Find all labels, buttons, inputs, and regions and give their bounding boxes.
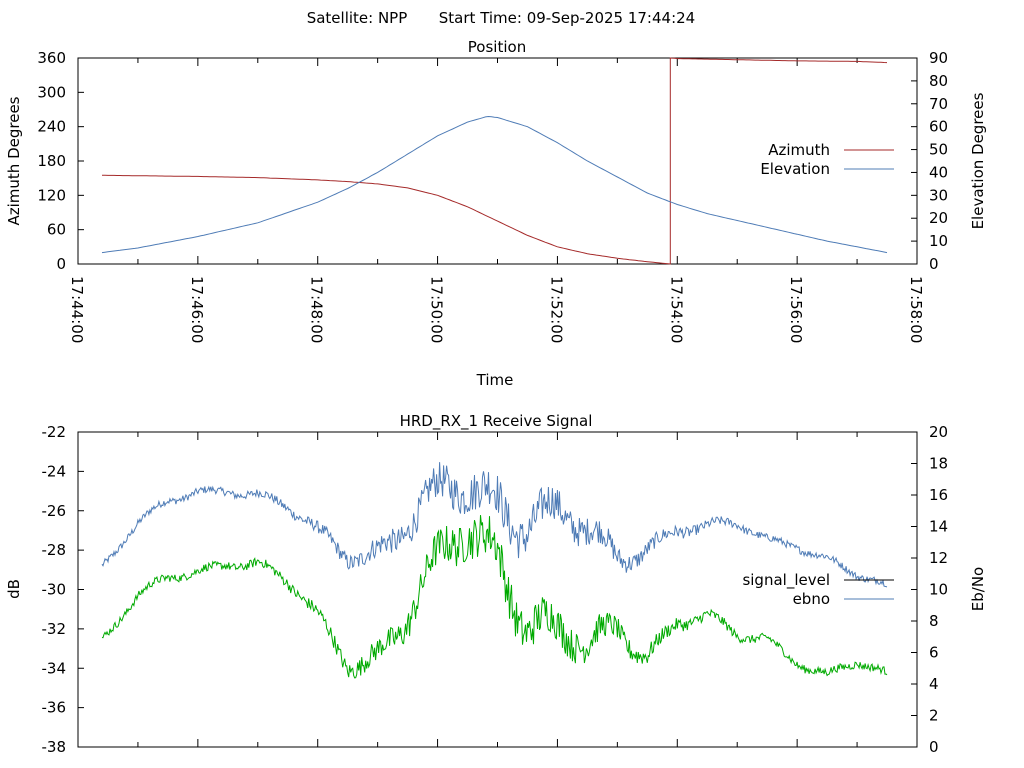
y2-tick-label: 90 <box>929 49 948 67</box>
y2-tick-label: 4 <box>929 675 939 693</box>
y2-tick-label: 10 <box>929 232 948 250</box>
y-tick-label: 180 <box>37 152 66 170</box>
y-tick-label: -32 <box>42 620 67 638</box>
signal-ylabel: dB <box>5 579 23 599</box>
y2-tick-label: 2 <box>929 707 939 725</box>
y2-tick-label: 8 <box>929 612 939 630</box>
series-line-ebno <box>101 462 888 588</box>
y2-tick-label: 30 <box>929 186 948 204</box>
y2-tick-label: 20 <box>929 423 948 441</box>
position-title: Position <box>468 38 526 56</box>
x-tick-label: 17:50:00 <box>428 276 446 343</box>
position-chart: Position Time Azimuth Degrees Elevation … <box>5 38 987 389</box>
legend-label: Azimuth <box>768 141 830 159</box>
series-line-trace-2 <box>101 515 888 679</box>
y2-tick-label: 80 <box>929 72 948 90</box>
y2-tick-label: 0 <box>929 738 939 756</box>
x-tick-label: 17:52:00 <box>547 276 565 343</box>
position-y2label: Elevation Degrees <box>969 92 987 229</box>
y2-tick-label: 70 <box>929 95 948 113</box>
y-tick-label: 240 <box>37 118 66 136</box>
receive-signal-chart: HRD_RX_1 Receive Signal dB Eb/No -38 -36 -… <box>5 412 987 756</box>
x-tick-label: 17:58:00 <box>907 276 925 343</box>
satellite-label: Satellite: NPP <box>307 9 408 27</box>
legend-label: ebno <box>793 590 830 608</box>
legend-label: Elevation <box>760 160 830 178</box>
series-line-azimuth <box>102 57 888 265</box>
y-tick-label: -26 <box>42 502 67 520</box>
x-tick-label: 17:56:00 <box>787 276 805 343</box>
y2-tick-label: 6 <box>929 644 939 662</box>
position-xlabel: Time <box>476 371 514 389</box>
y-tick-label: -28 <box>42 541 67 559</box>
y-tick-label: -34 <box>42 659 67 677</box>
y2-tick-label: 40 <box>929 163 948 181</box>
x-tick-label: 17:48:00 <box>308 276 326 343</box>
y2-tick-label: 60 <box>929 118 948 136</box>
y-tick-label: -24 <box>42 462 67 480</box>
y-tick-label: -30 <box>42 581 67 599</box>
y-tick-label: 120 <box>37 186 66 204</box>
series-line-elevation <box>101 115 888 254</box>
y2-tick-label: 20 <box>929 209 948 227</box>
x-tick-label: 17:44:00 <box>68 276 86 343</box>
start-time-label: Start Time: 09-Sep-2025 17:44:24 <box>439 9 695 27</box>
signal-y2label: Eb/No <box>969 567 987 611</box>
y2-tick-label: 10 <box>929 581 948 599</box>
y-tick-label: -36 <box>42 699 67 717</box>
y2-tick-label: 18 <box>929 455 948 473</box>
y-tick-label: -22 <box>42 423 67 441</box>
x-tick-label: 17:46:00 <box>188 276 206 343</box>
y-tick-label: 360 <box>37 49 66 67</box>
y2-tick-label: 14 <box>929 518 948 536</box>
y2-tick-label: 50 <box>929 141 948 159</box>
x-tick-label: 17:54:00 <box>667 276 685 343</box>
y2-tick-label: 16 <box>929 486 948 504</box>
y-tick-label: 60 <box>47 221 66 239</box>
y-tick-label: 300 <box>37 83 66 101</box>
signal-title: HRD_RX_1 Receive Signal <box>400 412 593 431</box>
y-tick-label: -38 <box>42 738 67 756</box>
y-tick-label: 0 <box>56 255 66 273</box>
position-ylabel: Azimuth Degrees <box>5 96 23 225</box>
legend-label: signal_level <box>742 571 830 590</box>
y2-tick-label: 0 <box>929 255 939 273</box>
y2-tick-label: 12 <box>929 549 948 567</box>
